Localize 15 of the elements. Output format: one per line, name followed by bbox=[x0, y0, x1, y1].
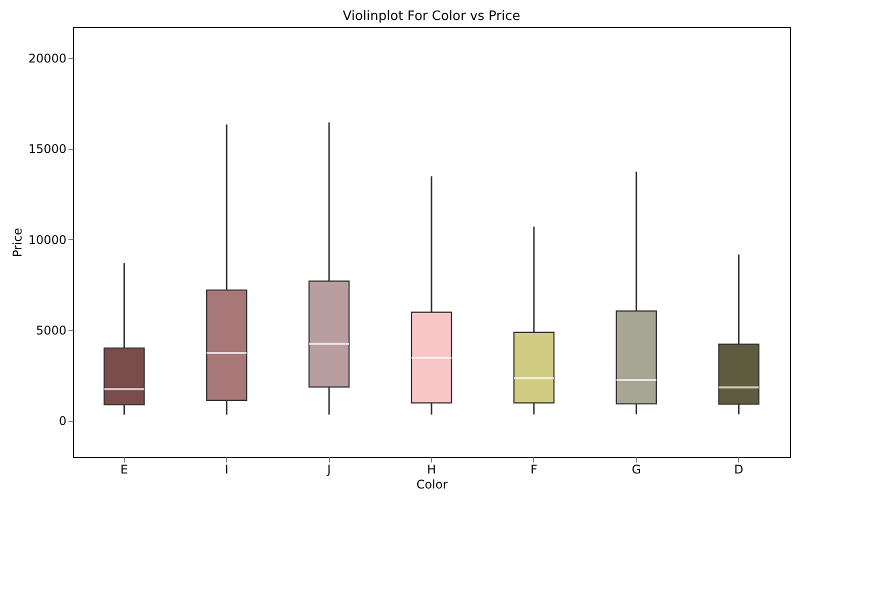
x-axis-title: Color bbox=[416, 478, 448, 492]
y-tick-label: 10000 bbox=[28, 232, 66, 247]
x-tick-label: F bbox=[530, 462, 538, 476]
x-tick-label: H bbox=[426, 462, 436, 476]
x-tick-label: G bbox=[632, 462, 642, 476]
x-tick-label: D bbox=[734, 462, 744, 476]
y-tick-label: 20000 bbox=[28, 51, 66, 66]
y-tick-label: 5000 bbox=[36, 323, 66, 338]
chart-title: Violinplot For Color vs Price bbox=[342, 9, 520, 24]
y-tick-label: 0 bbox=[58, 414, 66, 428]
y-axis-title: Price bbox=[10, 228, 24, 258]
y-tick-label: 15000 bbox=[28, 142, 66, 156]
x-tick-label: I bbox=[224, 462, 228, 476]
x-tick-label: J bbox=[326, 462, 331, 476]
x-tick-label: E bbox=[120, 462, 128, 476]
